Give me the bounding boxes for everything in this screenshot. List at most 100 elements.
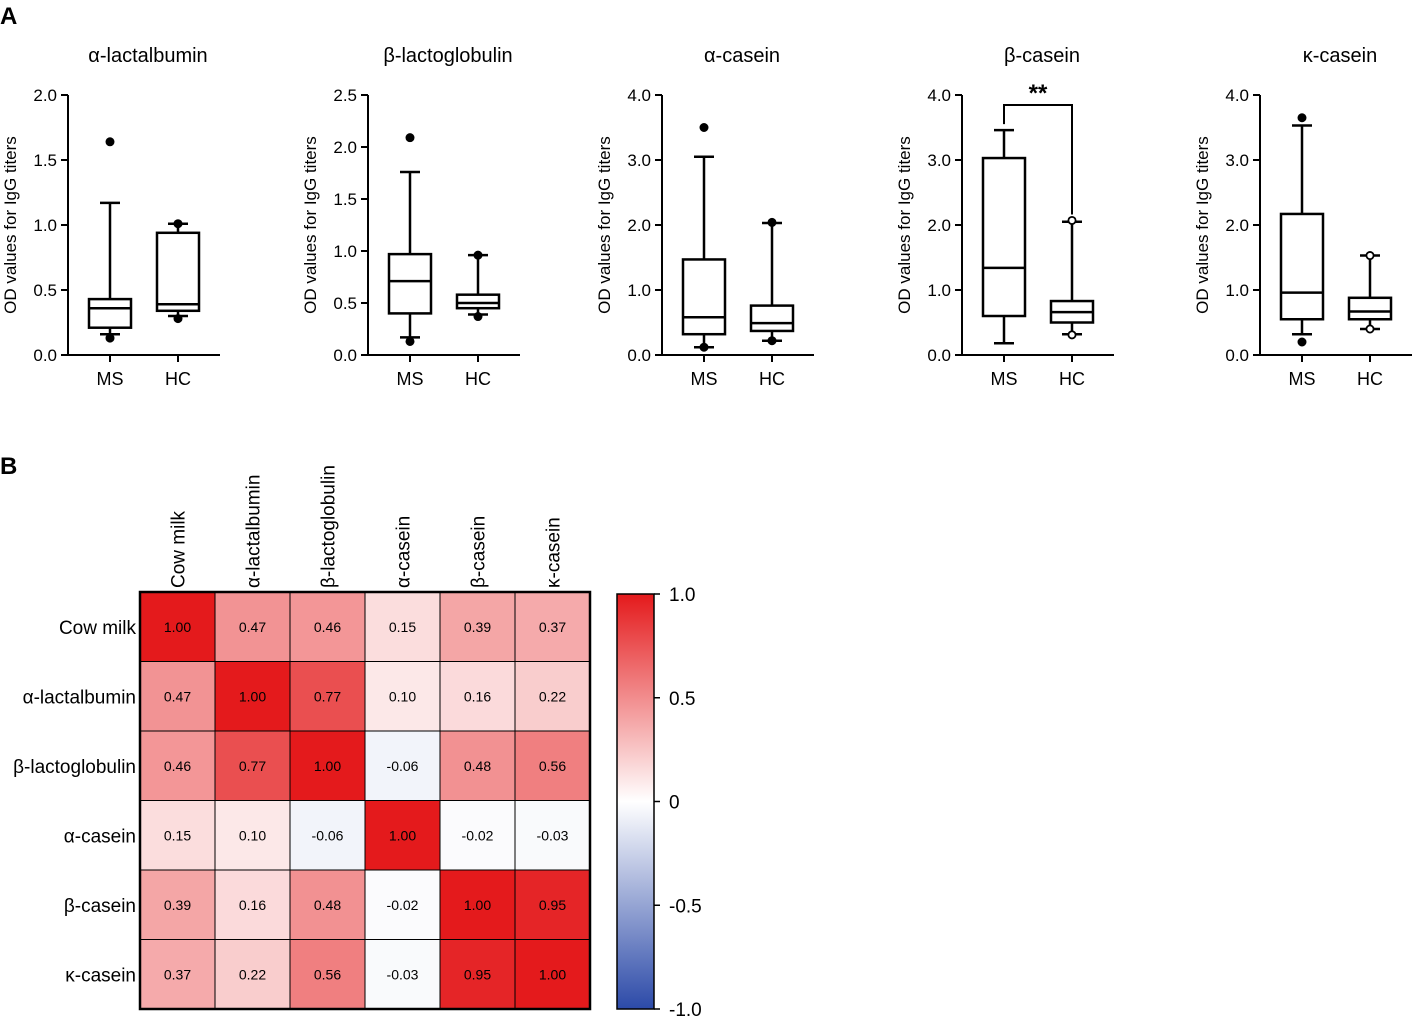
outlier-point — [105, 333, 115, 343]
outlier-point — [173, 314, 183, 324]
heatmap-cell-label: 0.48 — [314, 897, 341, 913]
heatmap-row-label: α-lactalbumin — [23, 687, 136, 708]
box-hc — [1347, 251, 1393, 334]
heatmap-cell — [439, 661, 516, 732]
heatmap-cell-label: 0.47 — [164, 688, 191, 704]
outlier-point — [473, 312, 483, 322]
y-tick-label: 0.0 — [1225, 346, 1249, 365]
heatmap-col-label: β-casein — [469, 516, 490, 588]
outlier-point — [767, 217, 777, 227]
heatmap-cell-label: 0.16 — [239, 897, 266, 913]
y-axis-label: OD values for IgG titers — [1193, 136, 1212, 314]
heatmap-cell-label: -0.03 — [537, 827, 569, 843]
panel-label-a: A — [0, 3, 17, 30]
x-tick-label: MS — [397, 369, 424, 389]
colorbar-tick-label: -1.0 — [669, 1000, 702, 1016]
box-hc — [455, 250, 501, 322]
outlier-point — [405, 133, 415, 143]
significance-marker: ** — [1029, 80, 1048, 107]
box-chart: β-casein OD values for IgG titers 0.0 1.0 2.… — [895, 45, 1114, 389]
heatmap-cell — [514, 939, 591, 1010]
heatmap-cell-label: 0.46 — [164, 758, 191, 774]
heatmap-cell — [214, 591, 291, 662]
outlier-point — [1297, 337, 1307, 347]
heatmap-cell-label: 1.00 — [389, 827, 416, 843]
x-tick-label: HC — [1357, 369, 1383, 389]
y-tick-label: 2.0 — [627, 216, 651, 235]
colorbar — [616, 593, 655, 1010]
box-plots: α-lactalbumin OD values for IgG titers 0.0… — [1, 45, 1412, 389]
y-tick-label: 1.5 — [333, 190, 357, 209]
heatmap-cell — [289, 591, 366, 662]
x-tick-label: HC — [759, 369, 785, 389]
y-tick-label: 4.0 — [927, 86, 951, 105]
y-tick-label: 4.0 — [1225, 86, 1249, 105]
iqr-box — [87, 297, 133, 329]
y-tick-label: 2.0 — [33, 86, 57, 105]
heatmap-cell-label: -0.06 — [312, 827, 344, 843]
y-axis-label: OD values for IgG titers — [1, 136, 20, 314]
heatmap-cell-label: 0.95 — [464, 966, 491, 982]
box-ms — [981, 128, 1027, 345]
heatmap-cell — [139, 869, 216, 940]
heatmap-cell — [214, 869, 291, 940]
outlier-point — [473, 250, 483, 260]
iqr-box — [155, 231, 201, 313]
heatmap-cell-label: 1.00 — [164, 619, 191, 635]
box-ms — [387, 133, 433, 346]
y-tick-label: 1.0 — [333, 242, 357, 261]
heatmap-cell-label: 0.22 — [239, 966, 266, 982]
outlier-point — [699, 342, 709, 352]
heatmap-cell-label: 0.15 — [164, 827, 191, 843]
outlier-point — [173, 219, 183, 229]
y-tick-label: 3.0 — [627, 151, 651, 170]
outlier-point — [767, 336, 777, 346]
heatmap-cell-label: 0.16 — [464, 688, 491, 704]
outlier-point — [1297, 113, 1307, 123]
heatmap-cell-label: 0.39 — [164, 897, 191, 913]
x-tick-label: MS — [97, 369, 124, 389]
y-tick-label: 2.0 — [927, 216, 951, 235]
heatmap-cell — [514, 869, 591, 940]
y-tick-label: 1.0 — [627, 281, 651, 300]
box-chart: α-casein OD values for IgG titers 0.0 1.0 2.… — [595, 45, 814, 389]
heatmap-cell-label: 0.48 — [464, 758, 491, 774]
heatmap-cell-label: -0.03 — [387, 966, 419, 982]
y-tick-label: 0.0 — [927, 346, 951, 365]
heatmap-row-label: β-casein — [64, 896, 136, 917]
iqr-box — [387, 252, 433, 315]
colorbar-tick-label: 0.5 — [669, 689, 695, 710]
heatmap-cell-label: 1.00 — [464, 897, 491, 913]
heatmap-cell — [214, 730, 291, 801]
heatmap-cell — [289, 730, 366, 801]
heatmap-row-label: α-casein — [64, 826, 136, 847]
x-tick-label: HC — [1059, 369, 1085, 389]
heatmap-cell-label: 0.56 — [539, 758, 566, 774]
iqr-box — [1347, 296, 1393, 321]
heatmap-cell — [364, 591, 441, 662]
iqr-box — [749, 304, 795, 333]
box-chart: κ-casein OD values for IgG titers 0.0 1.0 2.… — [1193, 45, 1412, 389]
heatmap-cell — [439, 591, 516, 662]
heatmap-cell-label: 0.56 — [314, 966, 341, 982]
outlier-point — [699, 123, 709, 133]
x-tick-label: HC — [465, 369, 491, 389]
heatmap-row-label: Cow milk — [59, 618, 137, 639]
y-tick-label: 0.0 — [627, 346, 651, 365]
colorbar-tick-label: 0 — [669, 793, 680, 814]
heatmap-cell — [514, 800, 591, 871]
heatmap-cell-label: 1.00 — [539, 966, 566, 982]
y-axis-label: OD values for IgG titers — [895, 136, 914, 314]
heatmap-cell — [514, 591, 591, 662]
heatmap-cell — [364, 661, 441, 732]
y-tick-label: 0.5 — [333, 294, 357, 313]
box-hc — [1049, 215, 1095, 340]
y-tick-label: 1.5 — [33, 151, 57, 170]
chart-title: α-lactalbumin — [88, 45, 207, 67]
box-ms — [681, 123, 727, 352]
significance-bracket — [1003, 104, 1073, 215]
heatmap-cell — [214, 939, 291, 1010]
heatmap-cell — [439, 939, 516, 1010]
